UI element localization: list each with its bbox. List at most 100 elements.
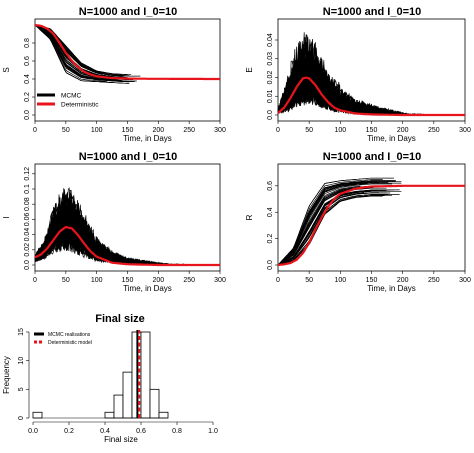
mcmc-realisation-line bbox=[277, 181, 365, 266]
x-tick-label: 50 bbox=[62, 277, 70, 284]
x-tick-label: 100 bbox=[334, 277, 346, 284]
x-tick-label: 200 bbox=[397, 277, 409, 284]
x-tick-label: 0 bbox=[33, 127, 37, 134]
x-tick-label: 150 bbox=[366, 277, 378, 284]
panel-susceptible: N=1000 and I_0=10 0 50 100 150 200 250 300 Time,… bbox=[2, 6, 226, 143]
y-tick-label: 0.01 bbox=[267, 89, 274, 103]
legend-deterministic-label: Deterministic model bbox=[48, 340, 92, 346]
y-tick-label: 0.2 bbox=[24, 92, 31, 102]
histogram-bar bbox=[104, 411, 115, 419]
y-tick-label: 0.0 bbox=[267, 110, 274, 120]
x-tick-label: 50 bbox=[62, 127, 70, 134]
y-axis-label: E bbox=[245, 67, 254, 72]
x-tick-label: 300 bbox=[214, 127, 226, 134]
chart-title: N=1000 and I_0=10 bbox=[323, 6, 421, 18]
mcmc-realisation-line bbox=[34, 24, 108, 82]
y-tick-label: 0.4 bbox=[24, 74, 31, 84]
chart-title: N=1000 and I_0=10 bbox=[79, 151, 177, 163]
y-tick-label: 0.06 bbox=[24, 212, 31, 226]
y-tick-label: 0.0 bbox=[24, 110, 31, 120]
y-tick-label: 10 bbox=[18, 357, 25, 365]
y-tick-label: 0.6 bbox=[24, 56, 31, 66]
histogram-bar bbox=[140, 331, 151, 419]
x-tick-label: 100 bbox=[91, 277, 103, 284]
mcmc-realisation-line bbox=[277, 187, 387, 266]
legend-deterministic-label: Deterministic bbox=[61, 102, 99, 109]
x-tick-label: 200 bbox=[397, 127, 409, 134]
x-tick-label: 300 bbox=[459, 277, 471, 284]
x-tick-label: 0 bbox=[33, 277, 37, 284]
x-tick-label: 150 bbox=[122, 127, 134, 134]
y-tick-label: 0 bbox=[18, 416, 25, 420]
panel-recovered: N=1000 and I_0=10 0 50 100 150 200 250 300 Time,… bbox=[245, 151, 471, 293]
y-tick-label: 0.08 bbox=[24, 197, 31, 211]
x-axis-label: Time, in Days bbox=[123, 284, 172, 293]
y-tick-label: 0.6 bbox=[267, 181, 274, 191]
x-tick-label: 0.8 bbox=[172, 428, 182, 435]
x-tick-label: 200 bbox=[152, 277, 164, 284]
mcmc-realisation-line bbox=[277, 179, 383, 266]
x-tick-label: 0 bbox=[276, 277, 280, 284]
deterministic-line bbox=[34, 225, 220, 267]
mcmc-realisation-line bbox=[277, 48, 397, 116]
y-tick-label: 0.0 bbox=[267, 260, 274, 270]
x-tick-label: 150 bbox=[122, 277, 134, 284]
deterministic-line bbox=[34, 23, 220, 81]
y-tick-label: 0.2 bbox=[267, 234, 274, 244]
x-tick-label: 0.6 bbox=[136, 428, 146, 435]
y-tick-label: 0.02 bbox=[267, 71, 274, 85]
x-tick-label: 0.0 bbox=[28, 428, 38, 435]
y-tick-label: 0.1 bbox=[24, 184, 31, 194]
x-tick-label: 0.4 bbox=[100, 428, 110, 435]
x-axis-label: Time, in Days bbox=[123, 134, 172, 143]
y-tick-label: 5 bbox=[18, 387, 25, 391]
mcmc-realisation-line bbox=[277, 182, 402, 266]
histogram-bar bbox=[149, 388, 160, 419]
legend-mcmc-label: MCMC bbox=[61, 93, 82, 100]
y-tick-label: 15 bbox=[18, 328, 25, 336]
histogram-bar bbox=[113, 394, 124, 419]
y-tick-label: 0.8 bbox=[24, 38, 31, 48]
x-axis-label: Time, in Days bbox=[367, 134, 416, 143]
x-tick-label: 250 bbox=[428, 127, 440, 134]
mcmc-realisation-line bbox=[34, 24, 122, 75]
y-tick-label: 0.04 bbox=[24, 228, 31, 242]
y-axis-label: I bbox=[2, 216, 11, 218]
mcmc-realisation-line bbox=[277, 185, 361, 266]
mcmc-realisation-line bbox=[277, 178, 361, 266]
x-tick-label: 300 bbox=[214, 277, 226, 284]
x-tick-label: 1.0 bbox=[208, 428, 218, 435]
panel-final-size-histogram: Final size 0.0 0.2 0.4 0.6 0.8 1.0 Final size 0 5… bbox=[2, 313, 218, 444]
y-axis-label: R bbox=[245, 214, 254, 220]
y-tick-label: 0.4 bbox=[267, 207, 274, 217]
x-tick-label: 250 bbox=[183, 277, 195, 284]
y-tick-label: 0.03 bbox=[267, 52, 274, 66]
x-tick-label: 50 bbox=[305, 127, 313, 134]
chart-title: Final size bbox=[95, 313, 145, 325]
x-tick-label: 250 bbox=[428, 277, 440, 284]
legend-mcmc-label: MCMC realisations bbox=[48, 332, 91, 338]
x-axis-label: Final size bbox=[104, 435, 138, 444]
histogram-bar bbox=[158, 411, 169, 419]
x-tick-label: 100 bbox=[334, 127, 346, 134]
histogram-bar bbox=[32, 411, 43, 419]
mcmc-realisation-line bbox=[277, 194, 400, 266]
y-tick-label: 0.04 bbox=[267, 33, 274, 47]
mcmc-realisation-line bbox=[34, 24, 124, 84]
x-tick-label: 200 bbox=[152, 127, 164, 134]
x-tick-label: 0.2 bbox=[64, 428, 74, 435]
x-axis-label: Time, in Days bbox=[367, 284, 416, 293]
panel-infected: N=1000 and I_0=10 0 50 100 150 200 250 300 Time,… bbox=[2, 151, 226, 293]
mcmc-realisation-line bbox=[34, 196, 160, 266]
mcmc-realisation-line bbox=[34, 24, 113, 81]
x-tick-label: 150 bbox=[366, 127, 378, 134]
x-tick-label: 50 bbox=[305, 277, 313, 284]
mcmc-realisation-line bbox=[34, 192, 155, 266]
x-tick-label: 0 bbox=[276, 127, 280, 134]
chart-title: N=1000 and I_0=10 bbox=[323, 151, 421, 163]
mcmc-realisation-line bbox=[277, 183, 393, 266]
histogram-bar bbox=[122, 371, 133, 419]
mcmc-realisation-line bbox=[34, 24, 134, 82]
x-tick-label: 300 bbox=[459, 127, 471, 134]
